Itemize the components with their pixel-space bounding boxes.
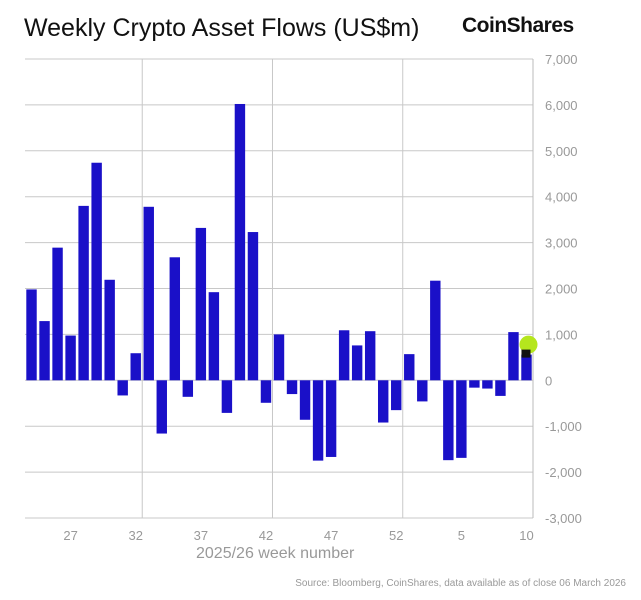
bar-week-43 [273,334,285,381]
bar-week-31 [117,380,128,396]
bar-week-48 [338,330,350,381]
bar-week-42 [260,380,272,403]
bar-week-28 [78,205,89,381]
bar-week-51 [377,380,389,423]
bar-week-40 [234,103,246,381]
bar-week-30 [104,279,115,381]
x-tick-label: 27 [63,528,77,543]
bar-week-38 [208,292,220,381]
x-tick-label: 52 [389,528,403,543]
x-tick-label: 47 [324,528,338,543]
x-tick-label: 32 [128,528,142,543]
bar-week-4 [443,380,454,461]
bar-week-8 [495,380,506,396]
bar-week-7 [482,380,493,389]
x-tick-label: 10 [519,528,533,543]
chart-title: Weekly Crypto Asset Flows (US$m) [24,14,420,42]
x-tick-label: 5 [458,528,465,543]
bar-week-52 [391,380,402,411]
bar-week-24 [26,289,37,381]
y-tick-label: -2,000 [545,465,582,480]
bar-week-33 [143,206,154,381]
y-tick-label: 5,000 [545,144,578,159]
bar-week-6 [469,380,480,388]
bar-week-47 [325,380,337,457]
y-tick-label: -3,000 [545,511,582,526]
y-tick-label: 2,000 [545,282,578,297]
y-tick-label: 6,000 [545,98,578,113]
y-tick-label: 1,000 [545,327,578,342]
bar-week-50 [364,331,376,381]
highlight-marker [521,349,531,358]
bar-week-45 [299,380,311,420]
bar-week-5 [456,380,467,458]
y-tick-label: 0 [545,373,552,388]
y-tick-label: 3,000 [545,236,578,251]
highlight-dot [519,335,538,354]
bar-week-2 [417,380,428,402]
y-tick-label: -1,000 [545,419,582,434]
bar-week-39 [221,380,233,413]
bar-week-49 [351,345,363,381]
bar-week-25 [39,321,50,381]
bar-week-1 [404,354,415,381]
bar-week-29 [91,162,102,381]
bar-week-10 [521,354,532,381]
source-note: Source: Bloomberg, CoinShares, data avai… [295,578,626,589]
bar-week-37 [195,227,207,381]
bar-week-32 [130,353,141,381]
bar-week-46 [312,380,324,461]
x-axis-title: 2025/26 week number [196,545,355,562]
bar-week-36 [182,380,194,397]
bar-week-27 [65,335,76,381]
bar-week-26 [52,247,63,381]
y-tick-label: 4,000 [545,190,578,205]
bar-week-35 [169,257,181,381]
bar-week-3 [430,280,441,381]
x-tick-label: 37 [194,528,208,543]
bar-week-34 [156,380,167,434]
coinshares-logo: CoinShares [462,14,574,37]
bar-week-44 [286,380,298,395]
y-tick-label: 7,000 [545,52,578,67]
bar-week-41 [247,232,259,381]
bar-week-9 [508,332,519,381]
x-tick-label: 42 [259,528,273,543]
